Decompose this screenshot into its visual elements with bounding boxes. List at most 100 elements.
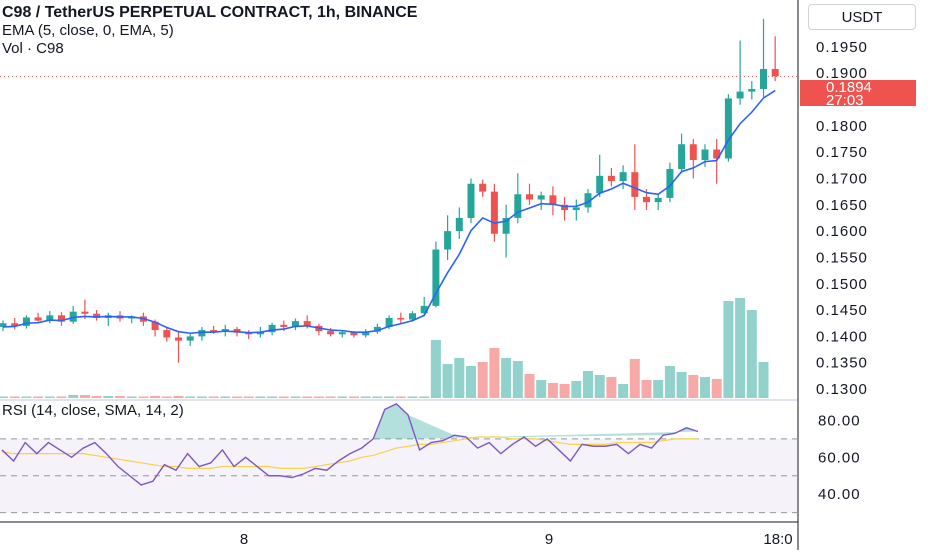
candle-9 — [104, 312, 112, 326]
volume-bar-49 — [571, 381, 582, 398]
price-tick-label-9: 0.1550 — [816, 249, 868, 266]
candle-1 — [11, 317, 19, 330]
candle-51 — [596, 154, 604, 197]
candle-body-56 — [654, 197, 662, 203]
volume-bar-16 — [185, 396, 196, 398]
candle-34 — [397, 312, 405, 324]
candle-body-48 — [561, 204, 569, 211]
candle-3 — [34, 312, 42, 322]
candle-36 — [420, 296, 428, 316]
volume-bar-34 — [395, 396, 406, 398]
candle-66 — [771, 36, 779, 82]
candle-5 — [58, 312, 65, 326]
currency-button[interactable]: USDT — [808, 4, 916, 30]
candle-52 — [607, 167, 615, 187]
volume-bar-17 — [196, 396, 207, 398]
price-tick-label-6: 0.1700 — [816, 170, 868, 187]
volume-bar-58 — [676, 372, 687, 398]
volume-bar-7 — [79, 395, 90, 398]
candle-body-59 — [689, 144, 697, 161]
price-tick-label-2: 0.1900 — [816, 65, 868, 82]
volume-bar-9 — [103, 396, 114, 398]
candle-body-63 — [736, 91, 744, 99]
candle-body-49 — [572, 207, 580, 211]
volume-bar-8 — [91, 396, 102, 398]
candle-body-1 — [11, 323, 19, 326]
volume-bar-33 — [384, 396, 395, 398]
price-tick-label-7: 0.1650 — [816, 197, 868, 214]
candle-body-52 — [607, 175, 615, 182]
price-tick-label-13: 0.1350 — [816, 355, 868, 372]
price-tick-label-8: 0.1600 — [816, 223, 868, 240]
volume-bar-6 — [68, 395, 79, 398]
volume-bar-10 — [115, 396, 125, 398]
candle-4 — [46, 311, 54, 324]
candle-body-22 — [256, 332, 264, 335]
volume-bar-61 — [711, 379, 722, 398]
volume-bar-28 — [325, 396, 336, 398]
volume-bar-23 — [267, 396, 278, 398]
candle-63 — [736, 40, 744, 105]
candle-23 — [268, 322, 276, 336]
price-tick-label-11: 0.1450 — [816, 302, 868, 319]
candle-body-8 — [93, 313, 101, 318]
candle-body-61 — [713, 149, 721, 159]
candle-body-0 — [0, 323, 7, 327]
candle-17 — [198, 326, 206, 341]
candle-62 — [724, 94, 732, 162]
volume-bar-18 — [208, 396, 219, 398]
volume-bar-21 — [243, 396, 254, 398]
volume-bar-0 — [0, 396, 8, 398]
candle-body-26 — [303, 321, 311, 326]
candle-body-24 — [280, 324, 288, 327]
candle-body-40 — [467, 183, 475, 218]
volume-bar-48 — [559, 384, 570, 398]
candle-body-64 — [748, 88, 756, 92]
volume-bar-64 — [746, 310, 757, 398]
bar-countdown: 27:03 — [826, 92, 864, 109]
candle-body-28 — [327, 331, 335, 335]
candle-46 — [537, 191, 545, 211]
candle-40 — [467, 178, 475, 224]
volume-bar-30 — [349, 396, 359, 398]
rsi-tick-label-2: 40.00 — [818, 486, 861, 503]
volume-legend[interactable]: Vol · C98 — [2, 40, 64, 57]
volume-bar-45 — [524, 374, 535, 398]
last-price-badge: 0.1894 27:03 — [800, 80, 916, 109]
candle-32 — [373, 323, 381, 334]
volume-bar-52 — [606, 377, 617, 398]
candle-body-29 — [338, 332, 346, 335]
candle-56 — [654, 194, 662, 211]
price-tick-label-14: 0.1300 — [816, 381, 868, 398]
volume-bar-13 — [150, 396, 161, 398]
candle-body-37 — [432, 249, 440, 306]
ema-legend[interactable]: EMA (5, close, 0, EMA, 5) — [2, 22, 174, 39]
volume-bar-4 — [44, 396, 55, 398]
candle-50 — [584, 188, 592, 213]
volume-bar-3 — [33, 396, 44, 398]
candle-body-3 — [34, 317, 42, 321]
candle-48 — [561, 196, 569, 221]
time-tick-label-1: 9 — [545, 531, 553, 548]
candle-body-32 — [373, 326, 381, 332]
volume-bar-2 — [21, 396, 32, 398]
volume-bar-43 — [501, 358, 512, 398]
candle-44 — [514, 173, 522, 224]
candle-49 — [572, 199, 580, 221]
candle-45 — [526, 183, 533, 205]
volume-bar-37 — [430, 340, 441, 398]
candle-body-60 — [701, 149, 709, 161]
volume-bar-36 — [419, 396, 430, 398]
volume-bar-26 — [302, 396, 313, 398]
candle-body-62 — [724, 98, 732, 159]
candle-37 — [432, 241, 440, 308]
volume-bar-50 — [583, 371, 593, 398]
volume-bar-56 — [653, 380, 664, 398]
candle-39 — [455, 207, 463, 240]
volume-bar-1 — [9, 396, 20, 398]
volume-bar-40 — [466, 366, 476, 398]
symbol-title[interactable]: C98 / TetherUS PERPETUAL CONTRACT, 1h, B… — [2, 4, 418, 21]
rsi-legend[interactable]: RSI (14, close, SMA, 14, 2) — [2, 402, 184, 419]
